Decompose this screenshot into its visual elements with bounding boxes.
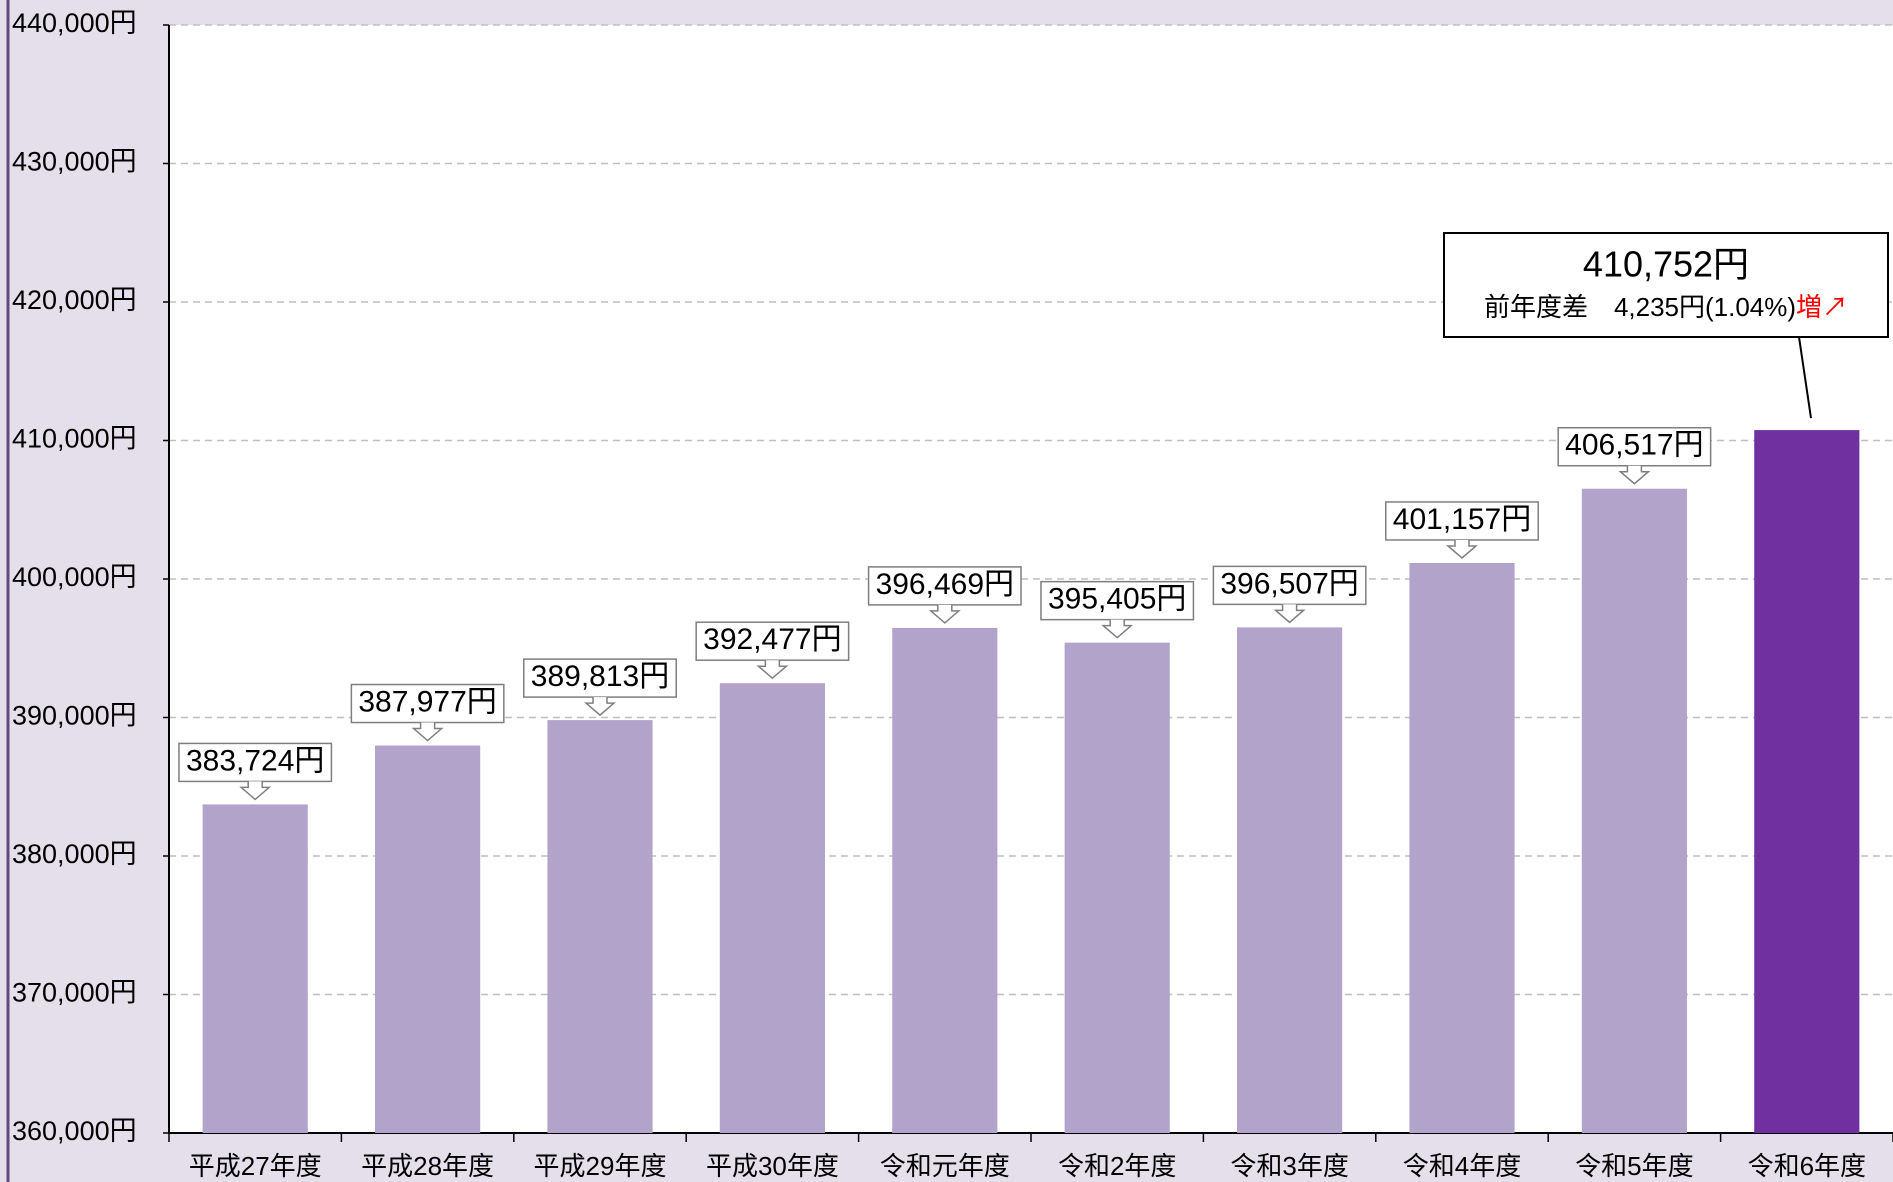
value-label: 401,157円 [1393,503,1531,536]
value-label-arrow [411,722,444,742]
x-tick-label: 令和3年度 [1230,1151,1348,1181]
value-label-group: 406,517円 [1557,426,1712,485]
value-label-group: 395,405円 [1040,580,1195,639]
bar [719,683,825,1133]
x-tick-label: 平成28年度 [361,1151,494,1181]
value-label: 383,724円 [186,744,324,777]
value-label: 406,517円 [1565,429,1703,462]
x-tick-label: 令和4年度 [1403,1151,1521,1181]
x-tick-label: 令和5年度 [1575,1151,1693,1181]
value-label-box [1212,565,1367,606]
callout-annotation: 前年度差 4,235円(1.04%)増↗ [1484,292,1848,322]
value-label-box [1040,580,1195,621]
value-label-box [867,566,1022,606]
value-label-arrow [1445,539,1479,559]
value-label: 389,813円 [531,660,669,693]
value-label-box [1385,501,1539,541]
bar [1754,430,1860,1133]
x-tick-label: 令和元年度 [880,1151,1010,1181]
bar [1581,488,1687,1133]
value-label-box [1557,426,1712,467]
value-label-group: 383,724円 [178,742,333,801]
annotation-text: 前年度差 4,235円(1.04%) [1484,292,1796,322]
x-tick-label: 平成30年度 [706,1151,839,1181]
y-tick-label: 410,000円 [12,424,137,454]
value-label-group: 387,977円 [350,683,505,742]
value-label-box [178,742,333,783]
y-tick-label: 430,000円 [12,147,137,177]
value-label-arrow [928,604,961,624]
value-label-group: 389,813円 [523,658,677,717]
annotation-highlight: 増↗ [1796,292,1848,322]
value-label: 392,477円 [703,623,841,656]
value-label-box [523,658,677,698]
bar [1409,562,1515,1133]
value-label-arrow [1618,465,1651,485]
value-label-arrow [1101,619,1134,639]
bar [375,745,481,1133]
bar [892,627,998,1133]
value-label-arrow [1273,604,1306,624]
y-tick-label: 360,000円 [12,1116,137,1146]
value-label: 396,507円 [1220,567,1358,600]
value-label-group: 392,477円 [695,621,850,680]
bar [1064,642,1170,1133]
bar [202,804,308,1133]
value-label-group: 401,157円 [1385,501,1539,559]
bar [547,720,653,1133]
value-label-group: 396,507円 [1212,565,1367,624]
callout-box [1443,232,1889,338]
x-tick-label: 令和6年度 [1748,1151,1866,1181]
value-label: 396,469円 [876,568,1014,601]
callout-leader [1798,336,1812,419]
x-tick-label: 令和2年度 [1058,1151,1176,1181]
value-label-box [350,683,505,724]
y-tick-label: 370,000円 [12,978,137,1008]
value-label: 395,405円 [1048,583,1186,616]
callout-value: 410,752円 [1583,244,1749,285]
y-tick-label: 400,000円 [12,562,137,592]
y-tick-label: 440,000円 [12,8,137,38]
y-tick-label: 390,000円 [12,701,137,731]
y-tick-label: 420,000円 [12,285,137,315]
value-label-group: 396,469円 [867,566,1022,624]
value-label-arrow [756,660,789,680]
bar [1237,627,1343,1133]
x-tick-label: 平成27年度 [189,1151,322,1181]
value-label: 387,977円 [358,685,496,718]
value-label-arrow [583,697,617,717]
value-label-arrow [239,781,272,801]
x-tick-label: 平成29年度 [534,1151,667,1181]
y-tick-label: 380,000円 [12,839,137,869]
